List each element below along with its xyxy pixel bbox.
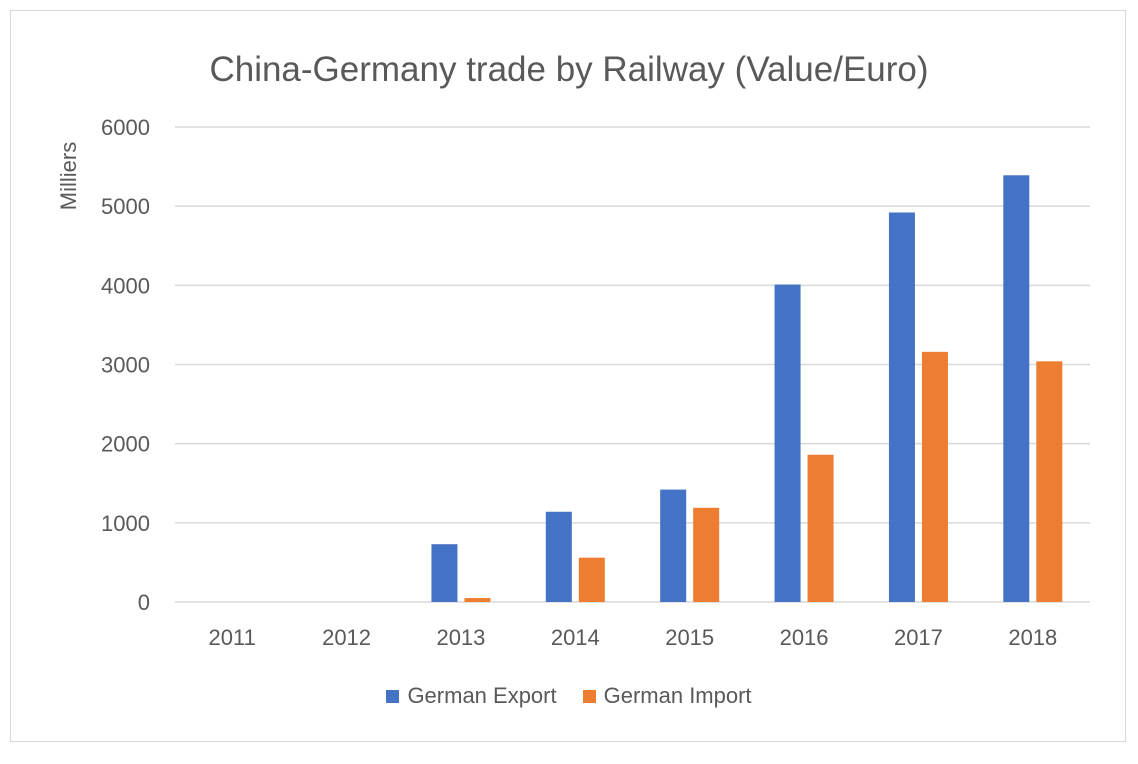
- bar-german-import: [1036, 361, 1063, 602]
- x-tick-label: 2012: [322, 625, 371, 650]
- x-tick-label: 2017: [894, 625, 943, 650]
- legend-label: German Export: [407, 683, 557, 708]
- bar-german-export: [660, 489, 687, 602]
- y-tick-label: 1000: [101, 511, 150, 536]
- legend: German Export German Import: [0, 683, 1138, 709]
- legend-swatch: [582, 689, 596, 703]
- x-tick-label: 2013: [436, 625, 485, 650]
- y-tick-label: 0: [138, 590, 150, 615]
- bar-german-export: [431, 544, 458, 602]
- bar-german-import: [807, 454, 834, 602]
- x-tick-label: 2011: [209, 625, 256, 650]
- chart-title: China-Germany trade by Railway (Value/Eu…: [209, 50, 929, 89]
- legend-item: German Export: [386, 683, 557, 709]
- y-tick-label: 2000: [101, 432, 150, 457]
- bar-german-export: [774, 284, 801, 602]
- y-tick-label: 3000: [101, 353, 150, 378]
- y-tick-label: 5000: [101, 194, 150, 219]
- y-tick-label: 6000: [101, 115, 150, 140]
- bar-german-export: [545, 511, 572, 602]
- x-tick-label: 2015: [665, 625, 714, 650]
- x-tick-label: 2014: [551, 625, 600, 650]
- legend-item: German Import: [582, 683, 752, 709]
- bar-german-import: [464, 598, 491, 602]
- bar-german-import: [578, 557, 605, 602]
- bar-german-export: [1003, 175, 1030, 602]
- x-tick-label: 2016: [780, 625, 829, 650]
- x-tick-label: 2018: [1008, 625, 1057, 650]
- legend-swatch: [386, 689, 400, 703]
- bar-german-import: [921, 351, 948, 602]
- y-tick-label: 4000: [101, 273, 150, 298]
- chart-frame: [10, 10, 1126, 742]
- legend-label: German Import: [603, 683, 752, 708]
- bar-german-import: [693, 507, 720, 602]
- y-axis-label: Milliers: [56, 142, 81, 210]
- bar-german-export: [888, 212, 915, 602]
